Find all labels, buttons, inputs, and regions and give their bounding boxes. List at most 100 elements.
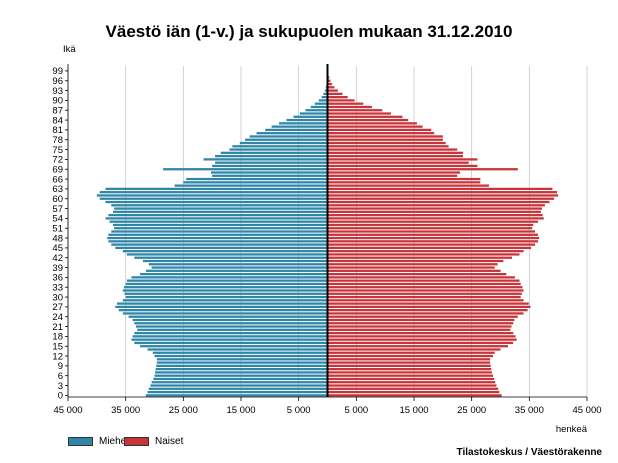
bar-naiset-age-58 [327, 204, 545, 207]
bar-naiset-age-70 [327, 164, 478, 168]
bar-naiset-age-59 [327, 200, 550, 204]
bar-naiset-age-89 [327, 102, 364, 105]
y-tick-label: 48 [52, 233, 63, 244]
bar-naiset-age-72 [327, 158, 478, 161]
bar-miehet-age-69 [163, 168, 328, 171]
y-tick-label: 93 [52, 86, 63, 97]
y-tick-label: 54 [52, 214, 63, 225]
bar-naiset-age-5 [327, 377, 495, 381]
bar-naiset-age-43 [327, 253, 520, 256]
bar-naiset-age-85 [327, 115, 403, 118]
x-tick-label: 5 000 [344, 405, 368, 416]
bar-miehet-age-85 [293, 115, 328, 118]
bar-naiset-age-64 [327, 184, 489, 187]
bar-naiset-age-66 [327, 177, 481, 181]
bar-naiset-age-38 [327, 269, 501, 272]
bar-naiset-age-78 [327, 138, 443, 141]
bar-miehet-age-71 [215, 161, 328, 164]
bar-naiset-age-63 [327, 187, 553, 191]
bar-naiset-age-17 [327, 338, 517, 341]
bar-naiset-age-25 [327, 312, 524, 315]
bar-miehet-age-13 [152, 351, 328, 354]
bar-naiset-age-14 [327, 348, 501, 351]
bar-miehet-age-23 [132, 318, 328, 322]
chart-title: Väestö iän (1-v.) ja sukupuolen mukaan 3… [105, 22, 513, 41]
bar-miehet-age-90 [318, 99, 328, 102]
bar-miehet-age-61 [96, 194, 328, 197]
bar-miehet-age-75 [229, 148, 328, 151]
bar-naiset-age-51 [327, 227, 533, 230]
y-tick-label: 24 [52, 312, 63, 323]
bar-naiset-age-24 [327, 315, 518, 318]
bar-miehet-age-78 [245, 138, 328, 141]
bar-miehet-age-47 [108, 240, 328, 243]
x-tick-label: 35 000 [515, 405, 544, 416]
bar-miehet-age-3 [150, 384, 328, 387]
bar-naiset-age-87 [327, 109, 383, 112]
legend-item-naiset: Naiset [124, 436, 183, 447]
bar-miehet-age-55 [108, 213, 328, 217]
bar-naiset-age-28 [327, 302, 529, 305]
y-tick-label: 6 [58, 371, 63, 382]
bar-miehet-age-37 [140, 272, 328, 276]
bar-miehet-age-84 [286, 118, 328, 122]
bar-miehet-age-58 [111, 204, 328, 207]
bar-naiset-age-8 [327, 368, 492, 371]
bar-miehet-age-30 [125, 295, 328, 299]
source-note: Tilastokeskus / Väestörakenne [456, 447, 602, 458]
bar-naiset-age-0 [327, 394, 502, 397]
x-tick-label: 45 000 [572, 405, 601, 416]
y-tick-label: 69 [52, 165, 63, 176]
bar-naiset-age-82 [327, 125, 423, 128]
bar-miehet-age-91 [321, 95, 328, 99]
y-tick-label: 27 [52, 302, 63, 313]
legend-swatch-miehet [68, 437, 93, 446]
bar-naiset-age-27 [327, 305, 531, 309]
bar-naiset-age-30 [327, 295, 521, 299]
y-axis-label: Ikä [63, 44, 76, 55]
bar-naiset-age-79 [327, 135, 443, 138]
bar-naiset-age-81 [327, 128, 432, 132]
x-tick-label: 25 000 [169, 405, 198, 416]
bar-naiset-age-19 [327, 331, 514, 335]
bar-naiset-age-1 [327, 390, 500, 394]
x-tick-label: 15 000 [399, 405, 428, 416]
bar-miehet-age-56 [112, 210, 328, 213]
bar-miehet-age-92 [323, 92, 328, 95]
axis-layer: 45 000 35 000 25 000 15 000 5 000 5 000 15 000… [52, 64, 602, 416]
bar-miehet-age-24 [128, 315, 328, 318]
bar-miehet-age-60 [99, 197, 328, 200]
bar-naiset-age-12 [327, 354, 494, 358]
y-tick-label: 36 [52, 273, 63, 284]
bar-naiset-age-53 [327, 220, 538, 223]
bar-miehet-age-87 [305, 109, 328, 112]
y-tick-label: 90 [52, 96, 63, 107]
legend-item-miehet: Miehet [68, 436, 129, 447]
y-tick-label: 60 [52, 194, 63, 205]
bar-naiset-age-95 [327, 82, 333, 86]
legend-label-naiset: Naiset [155, 436, 184, 447]
bar-naiset-age-47 [327, 240, 538, 243]
bar-miehet-age-43 [126, 253, 328, 256]
bar-miehet-age-66 [186, 177, 328, 181]
bar-naiset-age-42 [327, 256, 513, 259]
bar-miehet-age-44 [122, 250, 328, 253]
bar-miehet-age-59 [105, 200, 328, 204]
legend-swatch-naiset [124, 437, 149, 446]
bar-naiset-age-45 [327, 246, 532, 250]
bar-miehet-age-18 [132, 335, 328, 338]
bar-naiset-age-61 [327, 194, 559, 197]
bar-naiset-age-49 [327, 233, 538, 236]
bar-naiset-age-40 [327, 263, 498, 266]
bar-miehet-age-20 [137, 328, 328, 331]
bar-miehet-age-40 [148, 263, 328, 266]
bar-naiset-age-36 [327, 276, 515, 279]
bar-naiset-age-39 [327, 266, 495, 269]
bar-naiset-age-94 [327, 86, 335, 89]
x-tick-label: 5 000 [287, 405, 311, 416]
y-tick-label: 15 [52, 342, 63, 353]
x-tick-label: 45 000 [53, 405, 82, 416]
bar-miehet-age-10 [156, 361, 328, 364]
bar-naiset-age-75 [327, 148, 458, 151]
y-tick-label: 33 [52, 283, 63, 294]
